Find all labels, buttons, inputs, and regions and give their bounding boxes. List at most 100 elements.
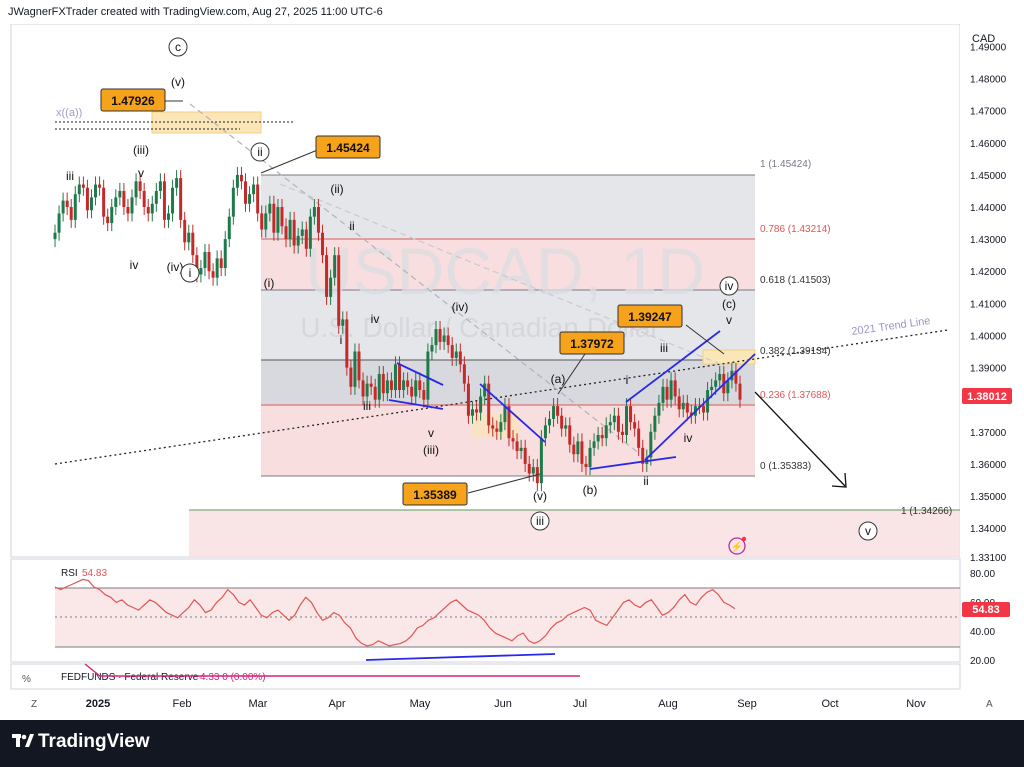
- candle-body: [110, 207, 114, 224]
- candle-body: [398, 364, 402, 391]
- candle-body: [673, 380, 677, 397]
- candle-body: [653, 415, 657, 432]
- flash-icon-glyph: ⚡: [731, 540, 743, 553]
- flash-icon[interactable]: [728, 537, 746, 555]
- candle-body: [657, 402, 661, 416]
- time-tick: Jul: [573, 698, 587, 710]
- candle-body: [57, 213, 61, 233]
- chart-area[interactable]: 1 (1.45424) 0.786 (1.43214) 0.618 (1.415…: [0, 23, 1024, 720]
- price-chart-svg[interactable]: 1 (1.45424) 0.786 (1.43214) 0.618 (1.415…: [0, 23, 1024, 720]
- candle-body: [154, 190, 158, 204]
- candle-body: [166, 213, 170, 220]
- candle-body: [146, 207, 150, 214]
- candle-body: [187, 232, 191, 243]
- auto-scale-button[interactable]: A: [986, 699, 993, 710]
- candle-body: [568, 425, 572, 445]
- rsi-label: RSI: [61, 568, 78, 579]
- candle-body: [718, 373, 722, 381]
- candle-body: [349, 367, 353, 387]
- time-axis[interactable]: 2025 Feb Mar Apr May Jun Jul Aug Sep Oct Nov: [86, 698, 927, 710]
- candle-body: [288, 219, 292, 240]
- callouts: 1.47926 1.45424 1.37972 1.39247 1.35389: [100, 88, 683, 506]
- chart-title: JWagnerFXTrader created with TradingView…: [8, 6, 383, 18]
- candle-body: [462, 364, 466, 384]
- wave-iii-sm3: iii: [660, 341, 668, 355]
- candle-body: [300, 229, 304, 236]
- candle-body: [487, 383, 491, 426]
- wave-b-par: (b): [583, 483, 598, 497]
- candle-body: [280, 207, 284, 227]
- candle-body: [511, 438, 515, 442]
- candle-body: [629, 406, 633, 423]
- wave-v-top: (v): [171, 75, 185, 89]
- wave-v-sm3: v: [726, 313, 732, 327]
- rsi-badge: [962, 602, 1010, 617]
- candle-body: [199, 268, 203, 275]
- candle-body: [576, 441, 580, 455]
- candle-body: [333, 255, 337, 278]
- candle-body: [341, 319, 345, 326]
- wave-zone-1: [472, 414, 520, 438]
- candle-body: [195, 255, 199, 275]
- fib-zone-grey-top: [261, 175, 755, 239]
- candle-body: [361, 380, 365, 397]
- candle-body: [85, 187, 89, 211]
- candle-body: [543, 425, 547, 439]
- candle-body: [81, 184, 85, 188]
- callout-line-5: [467, 473, 541, 494]
- candle-body: [466, 383, 470, 416]
- wave-c-circ: c: [175, 40, 181, 54]
- candle-body: [235, 174, 239, 188]
- candle-body: [483, 383, 487, 397]
- price-tick: 1.49000: [970, 42, 1007, 53]
- candle-body: [292, 219, 296, 246]
- time-tick: Sep: [737, 698, 757, 710]
- time-tick: 2025: [86, 698, 110, 710]
- candle-body: [65, 200, 69, 208]
- wedge-line-7: [644, 353, 756, 461]
- fedfunds-pane: [10, 663, 961, 690]
- candle-body: [608, 422, 612, 426]
- candle-body: [98, 184, 102, 188]
- candle-body: [94, 184, 98, 198]
- wave-i-sm3: i: [626, 373, 629, 387]
- candle-body: [244, 181, 248, 204]
- wave-iv-par: (iv): [167, 260, 184, 274]
- candle-body: [183, 219, 187, 243]
- candle-body: [89, 197, 93, 211]
- candle-body: [171, 187, 175, 214]
- candle-body: [669, 380, 673, 400]
- candle-body: [552, 406, 556, 419]
- rsi-divergence-line: [365, 653, 556, 661]
- wave-circle-iv: [719, 276, 739, 296]
- candle-body: [726, 380, 730, 394]
- wave-v-sm2: v: [428, 426, 434, 440]
- callout-text-5: 1.35389: [413, 488, 457, 502]
- candle-body: [252, 184, 256, 195]
- candle-body: [77, 184, 81, 195]
- time-tick: Feb: [173, 698, 192, 710]
- candle-body: [446, 335, 450, 346]
- candle-body: [519, 447, 523, 452]
- wave-ii-circ: ii: [257, 145, 262, 159]
- candle-body: [677, 396, 681, 410]
- candle-body: [126, 207, 130, 214]
- price-tick: 1.42000: [970, 267, 1007, 278]
- timezone-button[interactable]: Z: [31, 699, 37, 710]
- candle-body: [276, 207, 280, 233]
- rsi-badge-text: 54.83: [972, 604, 1000, 616]
- fedfunds-line: [84, 663, 580, 677]
- candle-body: [389, 380, 393, 391]
- price-tick: 1.48000: [970, 75, 1007, 86]
- wave-ii-sm3: ii: [643, 474, 648, 488]
- brand-name: TradingView: [38, 731, 150, 752]
- candle-body: [625, 406, 629, 435]
- candle-body: [527, 463, 531, 474]
- candle-body: [414, 380, 418, 397]
- wave-iv-sm3: iv: [684, 431, 693, 445]
- callout-text-4: 1.39247: [628, 310, 672, 324]
- candle-body: [272, 203, 276, 233]
- price-axis[interactable]: [960, 24, 1024, 557]
- wave-ii-sm: ii: [349, 219, 354, 233]
- candle-body: [596, 434, 600, 442]
